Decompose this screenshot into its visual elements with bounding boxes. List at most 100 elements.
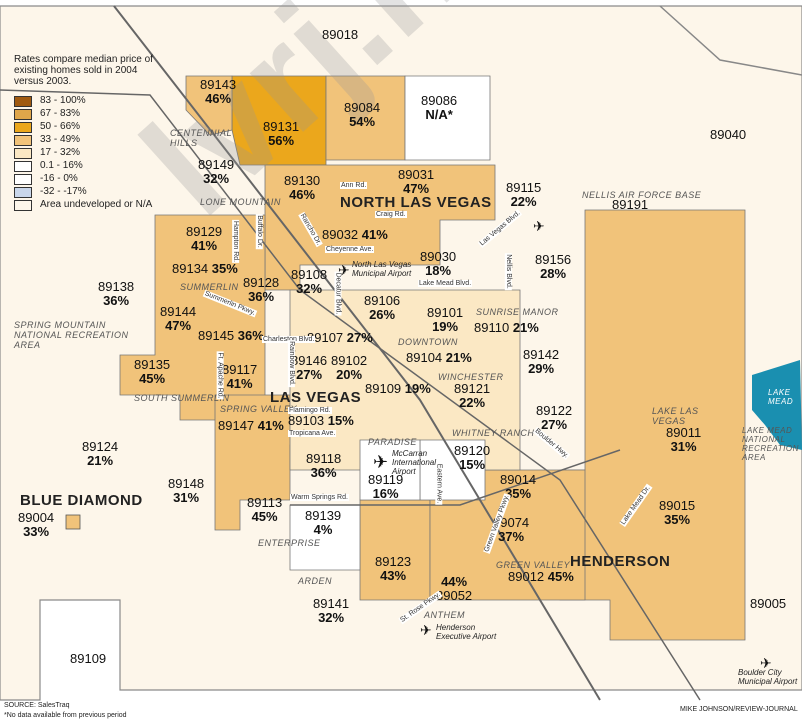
zip-pct: 21% xyxy=(445,350,472,365)
zip-pct: 37% xyxy=(498,529,525,544)
zip-label: 89131 56% xyxy=(263,120,299,148)
area-label: PARADISE xyxy=(368,437,417,447)
zip-label: 89005 xyxy=(750,597,786,611)
zip-label: 89084 54% xyxy=(344,101,380,129)
zip-pct: 45% xyxy=(139,371,166,386)
highway-215 xyxy=(290,449,621,506)
area-label: SUMMERLIN xyxy=(180,282,239,292)
zip-code: 89145 xyxy=(198,328,235,343)
zip-label: 89118 36% xyxy=(306,452,341,480)
legend-label: 33 - 49% xyxy=(40,134,81,145)
zone-89004 xyxy=(65,514,81,530)
legend-item: -16 - 0% xyxy=(14,173,164,185)
zip-code: 89124 xyxy=(82,439,119,454)
street-label: Craig Rd. xyxy=(375,211,407,218)
zip-label: 89129 41% xyxy=(186,225,222,253)
zip-code: 89146 xyxy=(291,353,328,368)
zip-label: 89004 33% xyxy=(18,511,54,539)
area-label: ARDEN xyxy=(298,576,333,586)
zip-label: 89103 15% xyxy=(288,414,354,428)
zip-label: 89102 20% xyxy=(331,354,367,382)
zip-pct: 26% xyxy=(369,307,396,322)
area-label: SOUTH SUMMERLIN xyxy=(134,393,230,403)
street-label: Flamingo Rd. xyxy=(288,407,332,414)
zip-pct: 43% xyxy=(380,568,407,583)
street-label: Rainbow Blvd. xyxy=(287,340,295,387)
zip-label: 89135 45% xyxy=(134,358,170,386)
zip-label: 89014 35% xyxy=(500,473,536,501)
zip-code: 89018 xyxy=(322,27,359,42)
zip-label: 89119 16% xyxy=(368,473,403,501)
zip-pct: 45% xyxy=(547,569,574,584)
street-label: Lake Mead Blvd. xyxy=(418,280,473,287)
zip-code: 89156 xyxy=(535,252,572,267)
legend-item: 83 - 100% xyxy=(14,95,164,107)
credit: MIKE JOHNSON/REVIEW-JOURNAL xyxy=(680,706,798,713)
zip-pct: 22% xyxy=(510,194,537,209)
zip-label: 44% 89052 xyxy=(436,575,472,603)
zip-code: 89123 xyxy=(375,554,412,569)
zip-code: 89138 xyxy=(98,279,135,294)
zip-code: 89108 xyxy=(291,267,328,282)
street-label: Hampton Rd. xyxy=(232,219,240,264)
street-label: Ann Rd. xyxy=(340,182,368,189)
airport-label: North Las Vegas Municipal Airport xyxy=(352,260,412,278)
zip-code: 89147 xyxy=(218,418,255,433)
legend-title: Rates compare median price of existing h… xyxy=(14,54,153,87)
source-note: SOURCE: SalesTraq xyxy=(4,702,70,709)
zip-label: 89106 26% xyxy=(364,294,400,322)
zip-pct: 41% xyxy=(191,238,218,253)
zip-pct: 46% xyxy=(289,187,316,202)
zip-pct: 32% xyxy=(318,610,345,625)
zip-pct: 21% xyxy=(87,453,114,468)
street-label: Tropicana Ave. xyxy=(288,430,337,437)
zip-label: 89086 N/A* xyxy=(421,94,457,122)
zip-label: 89143 46% xyxy=(200,78,236,106)
zip-label: 89032 41% xyxy=(322,228,388,242)
zone-north-tan xyxy=(264,164,496,291)
zip-code: 89005 xyxy=(750,596,787,611)
zip-code: 89121 xyxy=(454,381,491,396)
zip-code: 89103 xyxy=(288,413,325,428)
zip-code: 89142 xyxy=(523,347,560,362)
zip-code: 89031 xyxy=(398,167,435,182)
zip-label: 89128 36% xyxy=(243,276,279,304)
zip-label: 89031 47% xyxy=(398,168,434,196)
zone-89086-white xyxy=(404,75,491,161)
zip-code: 89110 xyxy=(474,320,510,335)
zip-code: 89148 xyxy=(168,476,205,491)
zip-code: 89030 xyxy=(420,249,457,264)
legend-swatch xyxy=(14,122,32,133)
zip-label: 89108 32% xyxy=(291,268,327,296)
zip-pct: 27% xyxy=(346,330,373,345)
legend-item: 33 - 49% xyxy=(14,134,164,146)
area-label: GREEN VALLEY xyxy=(496,560,571,570)
zip-code: 89109 xyxy=(365,381,402,396)
zip-code: 89004 xyxy=(18,510,55,525)
city-label: NORTH LAS VEGAS xyxy=(340,194,492,211)
legend-item: 17 - 32% xyxy=(14,147,164,159)
zip-code: 89102 xyxy=(331,353,368,368)
zip-pct: 46% xyxy=(205,91,232,106)
area-label: CENTENNIAL HILLS xyxy=(170,128,232,148)
zip-label: 89122 27% xyxy=(536,404,572,432)
zip-pct: 35% xyxy=(664,512,691,527)
legend-swatch xyxy=(14,187,32,198)
zip-label: 89030 18% xyxy=(420,250,456,278)
zip-label: 89109 xyxy=(70,652,106,666)
zip-pct: 15% xyxy=(327,413,354,428)
zip-label: 89149 32% xyxy=(198,158,234,186)
zip-label: 89148 31% xyxy=(168,477,204,505)
zip-label: 89144 47% xyxy=(160,305,196,333)
area-label: WHITNEY RANCH xyxy=(452,428,535,438)
zip-pct: 21% xyxy=(512,320,539,335)
legend-swatch xyxy=(14,174,32,185)
zip-pct: 28% xyxy=(540,266,567,281)
zip-pct: 29% xyxy=(528,361,555,376)
zip-pct: 47% xyxy=(403,181,430,196)
zip-pct: 32% xyxy=(203,171,230,186)
legend-item: Area undeveloped or N/A xyxy=(14,199,164,211)
legend-swatch xyxy=(14,200,32,211)
area-label: LAKE MEAD NATIONAL RECREATION AREA xyxy=(742,426,799,462)
